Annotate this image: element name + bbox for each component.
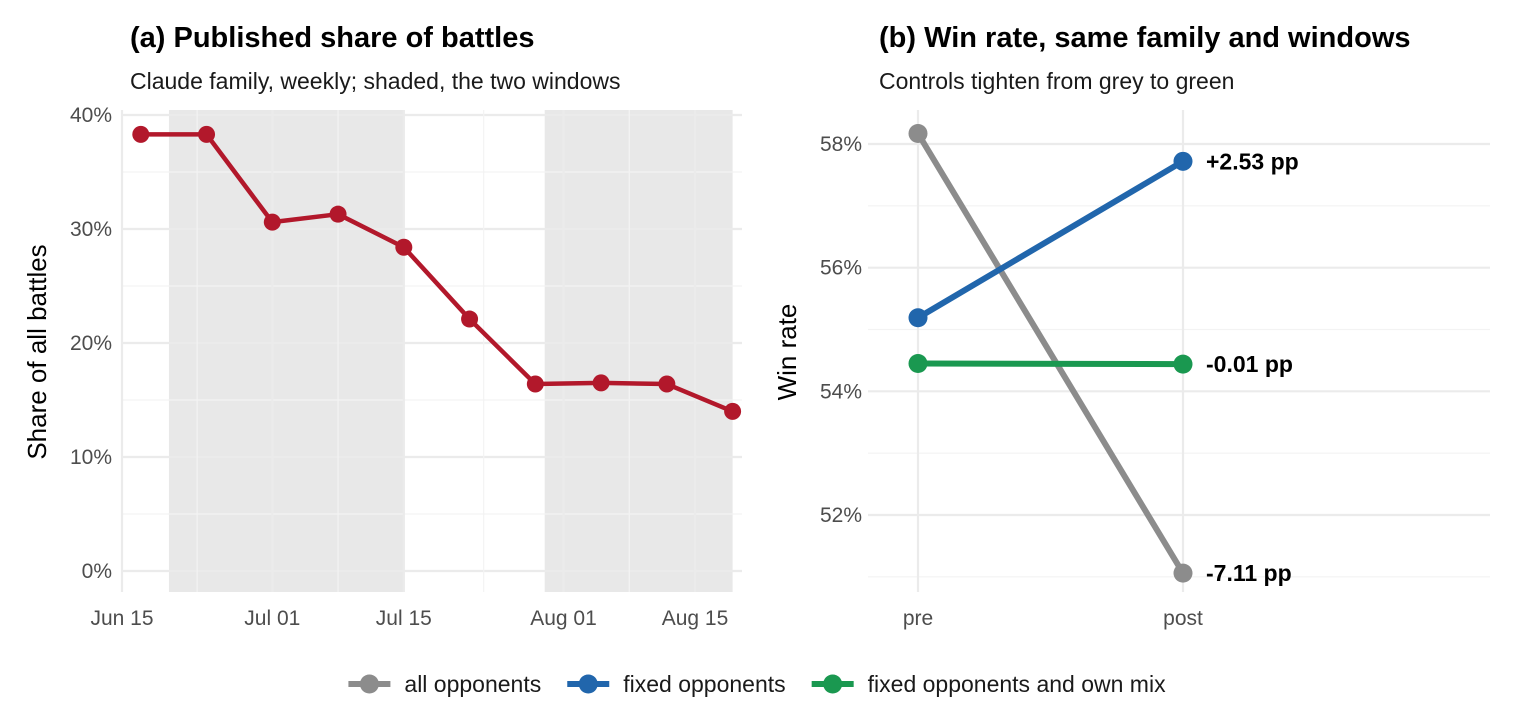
- legend-key-dot: [823, 674, 843, 694]
- shaded-window-2: [544, 110, 733, 592]
- series-line-fixed-opponents: [915, 158, 1186, 321]
- panel-a-y-tick-label: 30%: [70, 218, 112, 241]
- panel-a-y-tick-label: 20%: [70, 332, 112, 355]
- series-line-all-opponents: [915, 130, 1186, 577]
- panel-b: (b) Win rate, same family and windows Co…: [772, 22, 1490, 630]
- data-point-fixed-opponents: [908, 308, 928, 328]
- data-point-all-opponents: [908, 123, 928, 143]
- panel-b-y-axis-title: Win rate: [772, 304, 802, 401]
- panel-b-y-tick-label: 58%: [820, 133, 862, 156]
- panel-a-data-point: [724, 402, 742, 420]
- legend: all opponents fixed opponents fixed oppone…: [348, 671, 1166, 697]
- panel-a-y-tick-label: 10%: [70, 446, 112, 469]
- legend-key-dot: [359, 674, 379, 694]
- panel-a-x-tick-label: Jun 15: [90, 607, 153, 630]
- legend-label: fixed opponents and own mix: [868, 671, 1166, 697]
- panel-a-data-point: [132, 125, 150, 143]
- panel-a-data-point: [198, 125, 216, 143]
- legend-key-dot: [578, 674, 598, 694]
- panel-a-y-axis-title: Share of all battles: [22, 244, 52, 459]
- panel-b-subtitle: Controls tighten from grey to green: [879, 68, 1234, 94]
- legend-label: fixed opponents: [623, 671, 785, 697]
- panel-a-data-point: [329, 205, 347, 223]
- panel-a: (a) Published share of battles Claude fa…: [22, 22, 742, 630]
- panel-b-x-tick-label: pre: [903, 607, 933, 630]
- series-line-fixed-opponents-and-own-mix: [915, 360, 1186, 368]
- data-point-all-opponents: [1173, 563, 1193, 583]
- legend-item-fixed-opponents: fixed opponents: [567, 671, 786, 697]
- change-label-all-opponents: -7.11 pp: [1206, 560, 1292, 586]
- panel-a-title: (a) Published share of battles: [130, 22, 534, 54]
- panel-a-y-tick-label: 40%: [70, 104, 112, 127]
- panel-a-data-point: [526, 375, 544, 393]
- panel-a-data-point: [395, 238, 413, 256]
- panel-a-data-point: [461, 310, 479, 328]
- panel-b-title: (b) Win rate, same family and windows: [879, 22, 1411, 54]
- panel-b-y-tick-label: 56%: [820, 257, 862, 280]
- panel-a-x-tick-label: Aug 01: [530, 607, 597, 630]
- panel-a-data-point: [263, 213, 281, 231]
- data-point-fixed-opponents-and-own-mix: [1173, 354, 1193, 374]
- panel-b-x-tick-label: post: [1163, 607, 1203, 630]
- panel-a-subtitle: Claude family, weekly; shaded, the two w…: [130, 68, 620, 94]
- panel-a-x-tick-label: Aug 15: [662, 607, 729, 630]
- change-label-fixed-opponents: +2.53 pp: [1206, 148, 1299, 174]
- panel-b-y-tick-label: 52%: [820, 504, 862, 527]
- data-point-fixed-opponents-and-own-mix: [908, 354, 928, 374]
- panel-a-y-tick-label: 0%: [82, 560, 112, 583]
- panel-b-y-tick-label: 54%: [820, 380, 862, 403]
- data-point-fixed-opponents: [1173, 151, 1193, 171]
- shaded-window-1: [168, 110, 404, 592]
- legend-label: all opponents: [404, 671, 541, 697]
- legend-item-all-opponents: all opponents: [348, 671, 541, 697]
- panel-a-data-point: [592, 374, 610, 392]
- panel-a-x-tick-label: Jul 15: [376, 607, 432, 630]
- panel-a-x-tick-label: Jul 01: [244, 607, 300, 630]
- change-label-fixed-opponents-and-own-mix: -0.01 pp: [1206, 351, 1293, 377]
- panel-a-series-line: [138, 132, 735, 414]
- panel-a-data-point: [658, 375, 676, 393]
- legend-item-fixed-opponents-and-own-mix: fixed opponents and own mix: [811, 671, 1166, 697]
